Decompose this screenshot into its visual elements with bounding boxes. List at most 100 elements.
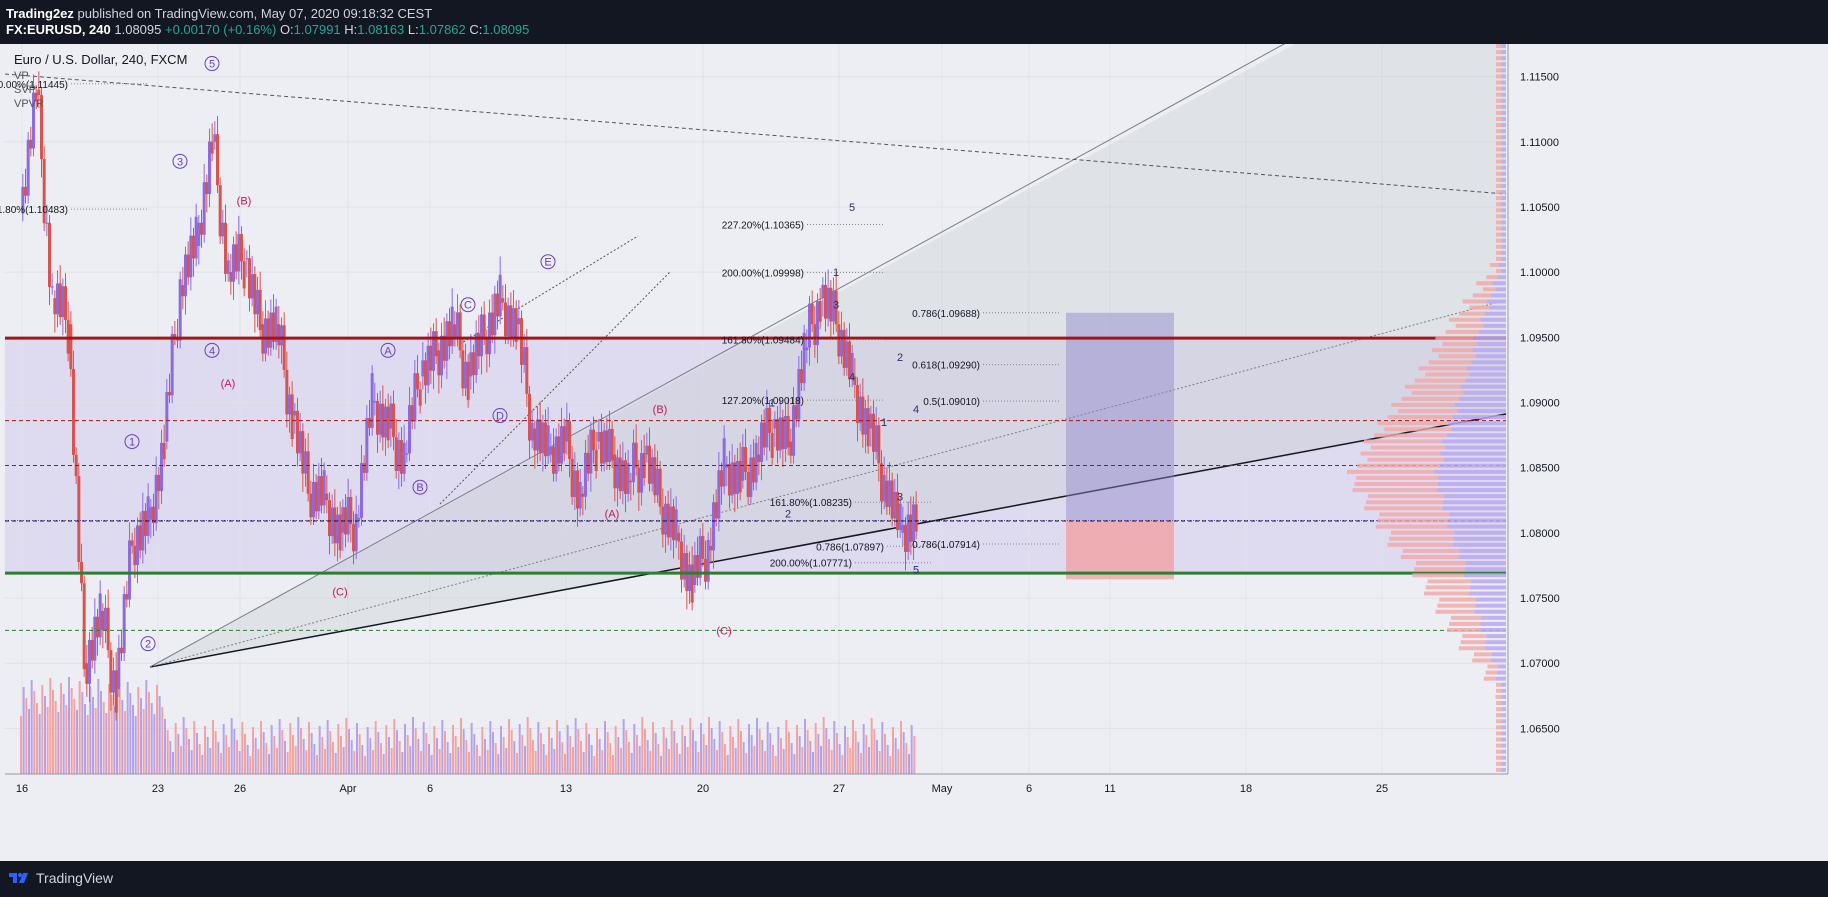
time-tick-label: 18 (1240, 783, 1252, 795)
volume-bar (284, 741, 286, 774)
volume-bar (886, 745, 889, 774)
vp-bar-sell (1496, 214, 1502, 219)
volume-bar (537, 722, 540, 774)
vp-bar-buy (1470, 579, 1506, 584)
candle-body (178, 279, 182, 341)
volume-bar (110, 695, 113, 774)
wave-label: C (464, 300, 472, 312)
vp-bar-sell (1496, 196, 1502, 201)
vp-bar-sell (1496, 761, 1502, 766)
candle-body (864, 408, 867, 435)
vp-bar-buy (1469, 585, 1506, 590)
vp-bar-sell (1367, 494, 1444, 499)
vp-bar-buy (1501, 196, 1506, 201)
volume-bar (654, 733, 657, 774)
candle-body (613, 454, 617, 489)
volume-bar (182, 717, 185, 774)
volume-bar (582, 752, 585, 774)
candle-body (154, 474, 158, 524)
price-chart[interactable]: 1.094941.092931.088611.085171.080951.080… (0, 44, 1828, 861)
wave-label: 4 (209, 345, 215, 357)
low-label: L: (407, 22, 419, 37)
vp-bar-sell (1496, 129, 1502, 134)
candle-body (168, 392, 171, 396)
candle-body (624, 460, 627, 494)
vp-bar-sell (1496, 725, 1502, 730)
candle-body (165, 392, 169, 442)
vp-bar-buy (1480, 317, 1506, 322)
volume-bar (350, 740, 353, 774)
volume-bar (550, 738, 553, 774)
candle-body (680, 541, 683, 580)
volume-bar (193, 721, 196, 774)
vp-bar-sell (1377, 518, 1449, 523)
candle-body (818, 301, 822, 322)
vp-bar-buy (1501, 238, 1506, 243)
candle-body (386, 406, 390, 441)
candle-body (272, 312, 275, 342)
legend-indicator-svp[interactable]: SVP (14, 84, 36, 96)
fib-level-label: 0.786(1.07914) (912, 540, 980, 551)
candle-body (754, 442, 758, 483)
volume-bar (116, 678, 118, 774)
vp-bar-buy (1501, 250, 1506, 255)
volume-bar (636, 735, 638, 774)
vp-bar-buy (1445, 445, 1506, 450)
volume-bar (94, 708, 97, 774)
vp-bar-buy (1449, 512, 1506, 517)
candle-body (48, 222, 51, 287)
candle-body (746, 472, 750, 497)
vp-bar-sell (1496, 86, 1502, 91)
candle-body (128, 540, 131, 600)
volume-bar (465, 740, 468, 774)
vp-bar-sell (1496, 104, 1502, 109)
vp-bar-sell (1496, 701, 1502, 705)
vp-bar-buy (1454, 402, 1506, 407)
vp-bar-buy (1501, 256, 1506, 261)
vp-bar-buy (1480, 621, 1506, 626)
vp-bar-buy (1501, 104, 1506, 109)
candle-body (152, 506, 155, 524)
volume-bar (121, 700, 124, 774)
vp-bar-sell (1459, 311, 1485, 316)
volume-bar (201, 755, 204, 774)
volume-bar (532, 740, 534, 774)
candle-body (570, 458, 574, 497)
candle-body (61, 286, 65, 318)
candle-body (749, 457, 753, 497)
candle-body (872, 413, 875, 452)
candle-body (130, 540, 134, 546)
volume-bar (324, 749, 326, 774)
tradingview-logo[interactable]: TradingView (8, 870, 113, 886)
volume-bar (332, 742, 334, 774)
fib-level-label: 0.5(1.09010) (923, 397, 980, 408)
vp-bar-sell (1437, 603, 1476, 608)
volume-bar (702, 734, 705, 774)
price-tick-label: 1.10000 (1520, 267, 1560, 279)
candle-body (664, 503, 667, 535)
volume-bar (246, 745, 249, 774)
volume-bar (870, 718, 873, 774)
vp-bar-buy (1466, 366, 1506, 371)
legend-indicator-vpvr[interactable]: VPVR (14, 98, 44, 110)
volume-bar (534, 751, 537, 774)
fib-level-label: 161.80%(1.09484) (722, 335, 804, 346)
volume-bar (777, 727, 780, 774)
volume-bar (721, 732, 724, 774)
volume-bar (414, 728, 417, 774)
price-tick-label: 1.11000 (1520, 137, 1559, 149)
volume-bar (889, 756, 892, 774)
symbol-name[interactable]: FX:EURUSD, 240 (6, 22, 111, 37)
legend-indicator-vp[interactable]: VP (14, 70, 29, 82)
price-tick-label: 1.10500 (1520, 202, 1560, 214)
candle-body (736, 460, 739, 494)
vp-bar-buy (1471, 360, 1506, 365)
vp-bar-sell (1489, 263, 1499, 267)
vp-bar-sell (1496, 147, 1502, 152)
vp-bar-buy (1501, 165, 1506, 170)
volume-bar (614, 726, 617, 774)
vp-bar-sell (1469, 305, 1490, 310)
volume-bar (817, 734, 820, 774)
publisher-name[interactable]: Trading2ez (6, 6, 74, 21)
vp-bar-buy (1464, 567, 1506, 572)
